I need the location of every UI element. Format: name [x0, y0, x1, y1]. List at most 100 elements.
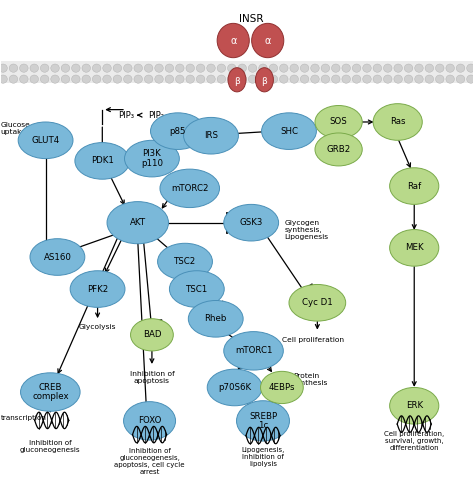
Text: BAD: BAD: [143, 330, 161, 339]
Ellipse shape: [188, 301, 243, 337]
Circle shape: [415, 75, 423, 83]
Text: PIP₃: PIP₃: [118, 110, 134, 120]
Ellipse shape: [70, 271, 125, 307]
Text: Glucose
uptake: Glucose uptake: [0, 122, 30, 135]
Circle shape: [124, 64, 132, 72]
Circle shape: [134, 64, 143, 72]
Circle shape: [145, 64, 153, 72]
Text: PFK2: PFK2: [87, 284, 108, 293]
Circle shape: [363, 64, 371, 72]
Text: PIP₂: PIP₂: [148, 110, 164, 120]
Ellipse shape: [237, 401, 290, 441]
Circle shape: [72, 75, 80, 83]
Text: PI3K
p110: PI3K p110: [141, 149, 163, 168]
Circle shape: [436, 75, 444, 83]
Circle shape: [175, 64, 184, 72]
Circle shape: [207, 64, 215, 72]
Text: AS160: AS160: [44, 252, 72, 261]
Text: mTORC2: mTORC2: [171, 184, 209, 193]
Text: PDK1: PDK1: [91, 156, 114, 165]
Circle shape: [467, 75, 474, 83]
Circle shape: [217, 64, 226, 72]
Text: α: α: [230, 35, 237, 45]
Text: β: β: [234, 77, 240, 86]
Circle shape: [352, 75, 361, 83]
Text: IRS: IRS: [204, 131, 218, 140]
Circle shape: [186, 75, 194, 83]
Circle shape: [280, 75, 288, 83]
Circle shape: [269, 64, 278, 72]
Ellipse shape: [130, 319, 173, 351]
Text: 4EBPs: 4EBPs: [269, 383, 295, 392]
Circle shape: [446, 75, 455, 83]
Text: Inhibition of
apoptosis: Inhibition of apoptosis: [129, 370, 174, 383]
Bar: [0, 61, 474, 83]
Circle shape: [331, 64, 340, 72]
Ellipse shape: [107, 202, 168, 244]
Circle shape: [196, 64, 205, 72]
Text: Cell proliferation: Cell proliferation: [282, 337, 344, 343]
Text: p70S6K: p70S6K: [218, 383, 251, 392]
Circle shape: [404, 64, 413, 72]
Circle shape: [61, 75, 70, 83]
Circle shape: [61, 64, 70, 72]
Text: AKT: AKT: [130, 218, 146, 227]
Circle shape: [363, 75, 371, 83]
Circle shape: [165, 64, 173, 72]
Ellipse shape: [169, 271, 224, 307]
Text: transcription: transcription: [0, 415, 46, 421]
Circle shape: [311, 75, 319, 83]
Ellipse shape: [289, 284, 346, 321]
Text: Glycogen
synthesis,
Lipogenesis: Glycogen synthesis, Lipogenesis: [284, 219, 328, 239]
Circle shape: [228, 75, 236, 83]
Ellipse shape: [228, 68, 246, 92]
Text: SHC: SHC: [280, 127, 298, 136]
Circle shape: [19, 75, 28, 83]
Text: Cyc D1: Cyc D1: [302, 298, 333, 307]
Circle shape: [103, 64, 111, 72]
Circle shape: [207, 75, 215, 83]
Ellipse shape: [255, 68, 273, 92]
Ellipse shape: [157, 243, 212, 280]
Circle shape: [0, 64, 7, 72]
Circle shape: [19, 64, 28, 72]
Text: FOXO: FOXO: [138, 416, 161, 425]
Text: α: α: [264, 35, 271, 45]
Ellipse shape: [124, 402, 175, 440]
Circle shape: [228, 64, 236, 72]
Circle shape: [373, 64, 382, 72]
Circle shape: [40, 75, 49, 83]
Text: GLUT4: GLUT4: [31, 136, 60, 145]
Circle shape: [0, 75, 7, 83]
Circle shape: [248, 64, 257, 72]
Text: SREBP
1c: SREBP 1c: [249, 412, 277, 430]
Circle shape: [259, 75, 267, 83]
Text: GSK3: GSK3: [239, 218, 263, 227]
Text: mTORC1: mTORC1: [235, 347, 272, 355]
Circle shape: [394, 75, 402, 83]
Circle shape: [238, 75, 246, 83]
Ellipse shape: [262, 113, 317, 150]
Text: TSC2: TSC2: [174, 257, 196, 266]
Circle shape: [134, 75, 143, 83]
Circle shape: [51, 75, 59, 83]
Circle shape: [30, 75, 38, 83]
Ellipse shape: [160, 169, 219, 207]
Circle shape: [248, 75, 257, 83]
Ellipse shape: [390, 388, 439, 424]
Circle shape: [113, 64, 122, 72]
Text: CREB
complex: CREB complex: [32, 383, 69, 402]
Circle shape: [290, 64, 299, 72]
Ellipse shape: [224, 205, 279, 241]
Circle shape: [82, 64, 91, 72]
Text: Cell proliferation,
survival, growth,
differentiation: Cell proliferation, survival, growth, di…: [384, 431, 444, 451]
Circle shape: [113, 75, 122, 83]
Text: INSR: INSR: [239, 14, 264, 24]
Circle shape: [352, 64, 361, 72]
Circle shape: [30, 64, 38, 72]
Ellipse shape: [75, 142, 130, 179]
Circle shape: [383, 64, 392, 72]
Circle shape: [456, 75, 465, 83]
Circle shape: [238, 64, 246, 72]
Text: Lipogenesis,
Inhibition of
lipolysis: Lipogenesis, Inhibition of lipolysis: [241, 447, 285, 467]
